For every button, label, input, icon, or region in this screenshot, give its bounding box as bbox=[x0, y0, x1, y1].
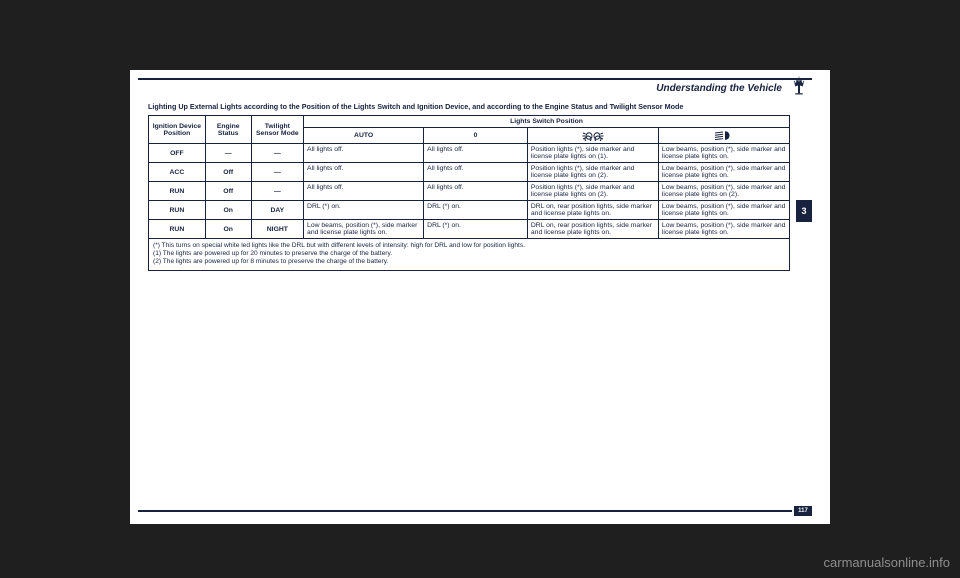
table-row: RUN On DAY DRL (*) on. DRL (*) on. DRL o… bbox=[149, 201, 790, 220]
cell-twi: — bbox=[251, 163, 303, 182]
th-auto: AUTO bbox=[304, 128, 424, 144]
footnote-2: (2) The lights are powered up for 8 minu… bbox=[153, 258, 785, 266]
cell-zero: All lights off. bbox=[424, 182, 528, 201]
footnote-1: (1) The lights are powered up for 20 min… bbox=[153, 250, 785, 258]
chapter-number: 3 bbox=[801, 206, 806, 216]
cell-park: Position lights (*), side marker and lic… bbox=[527, 182, 658, 201]
cell-beam: Low beams, position (*), side marker and… bbox=[658, 220, 789, 239]
cell-ign: OFF bbox=[149, 144, 206, 163]
th-zero: 0 bbox=[424, 128, 528, 144]
cell-auto: All lights off. bbox=[304, 144, 424, 163]
th-lowbeam-icon bbox=[658, 128, 789, 144]
manual-page: Understanding the Vehicle 3 Lighting Up … bbox=[130, 70, 830, 524]
table-row: RUN Off — All lights off. All lights off… bbox=[149, 182, 790, 201]
chapter-tab: 3 bbox=[796, 200, 812, 222]
table-row: RUN On NIGHT Low beams, position (*), si… bbox=[149, 220, 790, 239]
cell-park: Position lights (*), side marker and lic… bbox=[527, 163, 658, 182]
watermark: carmanualsonline.info bbox=[824, 555, 950, 570]
cell-auto: DRL (*) on. bbox=[304, 201, 424, 220]
cell-auto: All lights off. bbox=[304, 182, 424, 201]
cell-ign: RUN bbox=[149, 201, 206, 220]
cell-zero: All lights off. bbox=[424, 163, 528, 182]
cell-zero: DRL (*) on. bbox=[424, 201, 528, 220]
cell-beam: Low beams, position (*), side marker and… bbox=[658, 163, 789, 182]
cell-park: DRL on, rear position lights, side marke… bbox=[527, 220, 658, 239]
parking-light-icon bbox=[579, 131, 607, 141]
section-title: Understanding the Vehicle bbox=[656, 83, 782, 94]
footer-rule bbox=[138, 510, 792, 512]
cell-eng: On bbox=[205, 220, 251, 239]
cell-twi: — bbox=[251, 144, 303, 163]
content-area: Lighting Up External Lights according to… bbox=[148, 102, 790, 271]
cell-zero: DRL (*) on. bbox=[424, 220, 528, 239]
cell-twi: NIGHT bbox=[251, 220, 303, 239]
table-body: OFF — — All lights off. All lights off. … bbox=[149, 144, 790, 239]
th-switch-span: Lights Switch Position bbox=[304, 116, 790, 128]
cell-beam: Low beams, position (*), side marker and… bbox=[658, 182, 789, 201]
footnotes: (*) This turns on special white led ligh… bbox=[148, 239, 790, 271]
cell-park: DRL on, rear position lights, side marke… bbox=[527, 201, 658, 220]
th-engine: Engine Status bbox=[205, 116, 251, 144]
th-parking-icon bbox=[527, 128, 658, 144]
cell-auto: Low beams, position (*), side marker and… bbox=[304, 220, 424, 239]
table-row: OFF — — All lights off. All lights off. … bbox=[149, 144, 790, 163]
cell-twi: — bbox=[251, 182, 303, 201]
cell-beam: Low beams, position (*), side marker and… bbox=[658, 201, 789, 220]
footnote-star: (*) This turns on special white led ligh… bbox=[153, 242, 785, 250]
low-beam-icon bbox=[713, 130, 735, 141]
cell-ign: RUN bbox=[149, 182, 206, 201]
cell-zero: All lights off. bbox=[424, 144, 528, 163]
cell-eng: Off bbox=[205, 163, 251, 182]
cell-auto: All lights off. bbox=[304, 163, 424, 182]
header-bar: Understanding the Vehicle bbox=[138, 78, 812, 96]
th-twilight: Twilight Sensor Mode bbox=[251, 116, 303, 144]
th-ignition: Ignition Device Position bbox=[149, 116, 206, 144]
cell-twi: DAY bbox=[251, 201, 303, 220]
cell-eng: Off bbox=[205, 182, 251, 201]
table-head-row-1: Ignition Device Position Engine Status T… bbox=[149, 116, 790, 128]
maserati-trident-icon bbox=[790, 74, 808, 96]
page-number-text: 117 bbox=[798, 508, 808, 514]
cell-park: Position lights (*), side marker and lic… bbox=[527, 144, 658, 163]
cell-eng: — bbox=[205, 144, 251, 163]
table-caption: Lighting Up External Lights according to… bbox=[148, 102, 790, 111]
cell-ign: RUN bbox=[149, 220, 206, 239]
lights-table: Ignition Device Position Engine Status T… bbox=[148, 115, 790, 239]
cell-ign: ACC bbox=[149, 163, 206, 182]
page-number: 117 bbox=[794, 506, 812, 516]
cell-eng: On bbox=[205, 201, 251, 220]
table-row: ACC Off — All lights off. All lights off… bbox=[149, 163, 790, 182]
cell-beam: Low beams, position (*), side marker and… bbox=[658, 144, 789, 163]
